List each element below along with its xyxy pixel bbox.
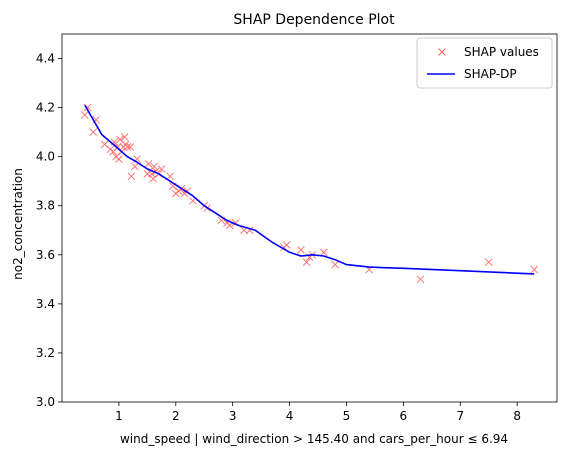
y-tick-label: 3.8	[36, 199, 55, 213]
y-tick-label: 4.4	[36, 52, 55, 66]
legend-label: SHAP-DP	[464, 67, 517, 81]
data-point	[116, 135, 124, 144]
legend-marker	[438, 48, 446, 56]
data-point	[144, 160, 153, 168]
x-axis-label: wind_speed | wind_direction > 145.40 and…	[120, 432, 508, 446]
data-point	[127, 172, 136, 181]
data-point	[166, 172, 174, 181]
data-point	[123, 142, 132, 151]
data-point	[302, 258, 311, 267]
x-tick-label: 1	[115, 409, 123, 423]
x-tick-label: 7	[456, 409, 464, 423]
legend-label: SHAP values	[464, 45, 539, 59]
x-tick-label: 4	[286, 409, 294, 423]
data-point	[282, 241, 291, 249]
x-tick-label: 5	[343, 409, 351, 423]
data-point	[319, 248, 328, 257]
y-tick-label: 3.0	[36, 395, 55, 409]
data-point	[80, 111, 89, 119]
data-point	[89, 128, 98, 136]
x-tick-label: 3	[229, 409, 237, 423]
data-point	[130, 162, 139, 171]
data-point	[297, 246, 305, 254]
legend: SHAP values SHAP-DP	[416, 37, 553, 89]
axes-frame	[61, 33, 558, 403]
data-point	[113, 142, 122, 151]
series-line	[84, 104, 535, 275]
data-point	[416, 275, 425, 284]
y-tick-label: 3.6	[36, 248, 55, 262]
x-tick-label: 8	[513, 409, 521, 423]
y-tick-label: 3.4	[36, 297, 55, 311]
data-point	[484, 258, 493, 267]
x-tick-label: 2	[172, 409, 180, 423]
y-tick-label: 3.2	[36, 346, 55, 360]
legend-box	[416, 37, 553, 89]
data-point	[115, 155, 123, 163]
data-point	[100, 140, 109, 149]
data-point	[157, 165, 166, 173]
plot-area: 1 2 3 4 5 6 7 8 3.0 3.2 3.4 3.6 3.8 4.0 4.2 4.4	[36, 33, 558, 423]
chart-title: SHAP Dependence Plot	[233, 12, 395, 28]
y-tick-label: 4.2	[36, 101, 55, 115]
y-axis-label: no2_concentration	[11, 168, 25, 280]
data-point	[150, 162, 159, 171]
data-point	[120, 133, 129, 141]
data-point	[149, 174, 157, 183]
data-point	[126, 142, 135, 151]
y-tick-label: 4.0	[36, 150, 55, 164]
data-point	[331, 260, 339, 269]
x-tick-label: 6	[400, 409, 408, 423]
data-point	[530, 265, 539, 274]
